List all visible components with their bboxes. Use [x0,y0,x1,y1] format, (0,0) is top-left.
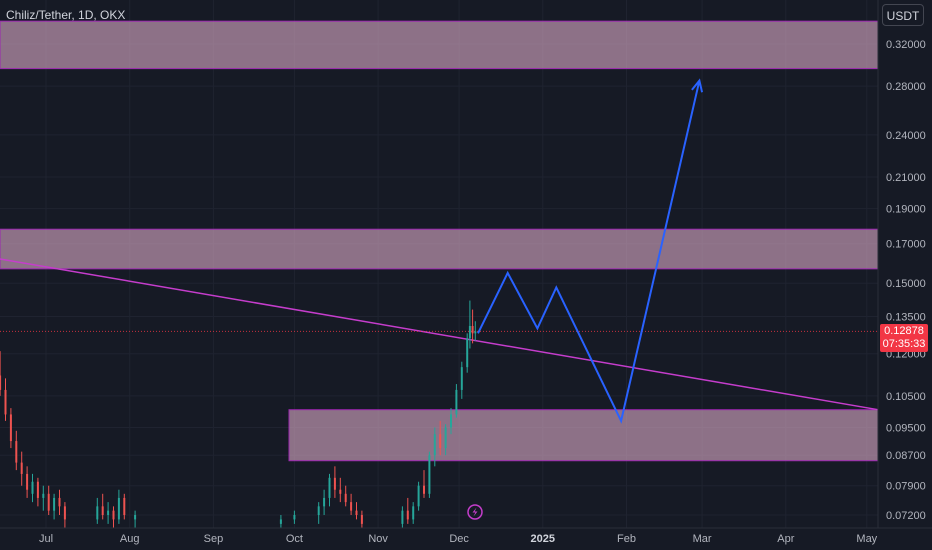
lightning-circle [467,504,483,520]
projection-layer [477,78,704,424]
trendline-layer [0,258,879,411]
price-tick-label: 0.32000 [886,39,926,51]
price-tick-label: 0.09500 [886,422,926,434]
candles-layer [0,300,477,529]
candle-body [58,497,61,507]
price-tick-label: 0.08700 [886,450,926,462]
candle-body [328,477,331,498]
candle-body [433,434,436,456]
candle-body [323,497,326,507]
candle-body [401,510,404,524]
candle-body [423,485,425,494]
price-tick-label: 0.21000 [886,172,926,184]
candle-body [460,367,463,390]
candle-body [101,506,104,515]
price-zone [0,20,879,70]
candle-body [428,455,431,494]
candle-body [53,497,56,511]
time-tick-label: Feb [617,533,636,545]
support-resistance-zones [0,20,879,462]
candle-body [439,434,442,449]
lightning-event-icon[interactable] [467,504,483,520]
candle-body [293,515,296,520]
candle-body [36,481,39,498]
price-tick-label: 0.19000 [886,204,926,216]
time-tick-label: 2025 [531,533,555,545]
price-zone [288,409,879,462]
candle-body [123,497,126,515]
time-tick-label: Mar [693,533,712,545]
candle-body [112,510,115,520]
price-zone [0,228,879,270]
candle-body [107,510,110,515]
last-price-value: 0.12878 [884,325,924,337]
candle-body [344,493,347,503]
candle-body [339,489,342,494]
candle-body [26,473,29,490]
time-tick-label: Aug [120,533,140,545]
time-tick-label: Apr [777,533,794,545]
candle-body [468,326,471,339]
symbol-title: Chiliz/Tether, 1D, OKX [6,8,126,22]
candle-body [355,510,358,515]
time-tick-label: Sep [204,533,224,545]
candle-body [134,515,137,520]
price-tick-label: 0.07200 [886,510,926,522]
candle-body [9,414,12,442]
price-tick-label: 0.13500 [886,312,926,324]
candle-body [15,441,18,463]
candle-body [20,462,23,474]
candle-body [96,506,99,520]
currency-button[interactable]: USDT [882,4,924,26]
time-tick-label: May [856,533,877,545]
candle-body [417,485,420,507]
candle-body [360,515,363,524]
candle-body [0,375,2,390]
candle-body [450,414,452,428]
candle-body [471,326,474,334]
candle-body [279,519,282,524]
time-tick-label: Dec [449,533,469,545]
candle-body [42,493,45,498]
projection-path [477,80,701,424]
lightning-bolt [472,507,478,517]
candle-body [474,331,477,334]
time-axis[interactable]: Jul Aug Sep Oct Nov Dec 2025 Feb Mar Apr May [0,527,932,545]
time-tick-label: Oct [286,533,303,545]
time-tick-label: Jul [39,533,53,545]
candle-body [4,389,7,415]
candle-body [406,510,409,520]
price-tick-label: 0.24000 [886,130,926,142]
price-tick-label: 0.10500 [886,391,926,403]
candle-body [444,427,447,449]
price-tick-label: 0.07900 [886,481,926,493]
candle-body [333,477,336,490]
projection-arrowhead [691,78,704,93]
candle-body [412,506,415,520]
price-tick-label: 0.15000 [886,278,926,290]
candle-body [47,493,50,511]
candle-body [63,506,66,520]
candle-body [350,502,353,511]
candle-body [117,497,120,520]
countdown-timer: 07:35:33 [882,338,926,350]
candle-body [31,481,34,494]
candle-body [317,506,320,515]
price-axis[interactable]: 0.32000 0.28000 0.24000 0.21000 0.19000 0.170… [877,0,926,528]
price-tick-label: 0.28000 [886,81,926,93]
candle-body [466,338,469,368]
last-price-tag: 0.12878 07:35:33 [880,324,928,352]
price-tick-label: 0.17000 [886,239,926,251]
descending-trendline [0,258,879,411]
candle-body [455,389,458,415]
time-tick-label: Nov [368,533,388,545]
